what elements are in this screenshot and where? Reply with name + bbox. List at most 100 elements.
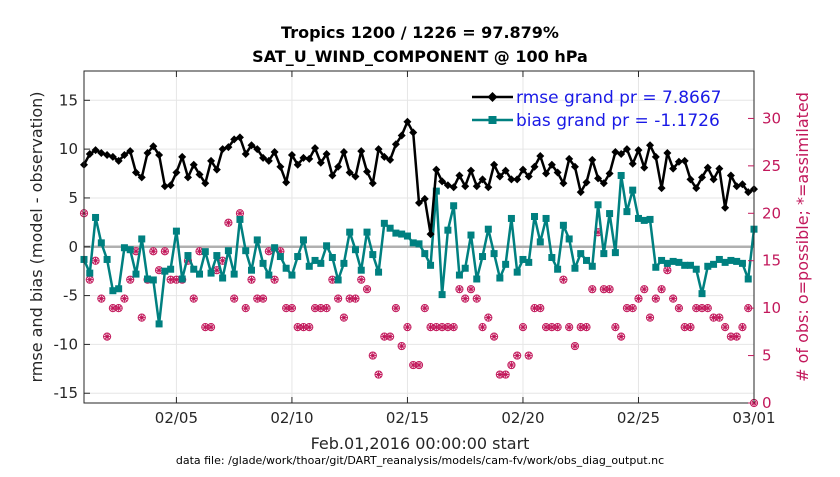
obs-possible-marker	[420, 304, 429, 313]
obs-possible-marker	[126, 275, 135, 284]
rmse-point	[235, 133, 244, 142]
bias-point	[207, 269, 215, 277]
rmse-point	[686, 175, 695, 184]
obs-assimilated-marker	[664, 267, 671, 274]
bias-point	[219, 274, 227, 282]
bias-point	[629, 186, 637, 194]
bias-point	[97, 239, 105, 247]
obs-assimilated-marker	[485, 314, 492, 321]
obs-possible-marker	[732, 332, 741, 341]
obs-possible-marker	[617, 332, 626, 341]
y-tick-label: 15	[59, 91, 78, 109]
obs-possible-marker	[206, 323, 216, 332]
obs-assimilated-marker	[398, 342, 405, 350]
obs-possible-marker	[651, 294, 660, 303]
obs-assimilated-marker	[98, 295, 105, 302]
bias-point	[409, 239, 417, 247]
obs-possible-marker	[738, 323, 747, 332]
obs-assimilated-marker	[404, 323, 411, 331]
bias-series	[80, 171, 758, 328]
obs-assimilated-marker	[508, 361, 515, 369]
rmse-point	[391, 140, 400, 149]
y-right-tick-label: 5	[762, 347, 772, 365]
obs-assimilated-marker	[675, 304, 683, 312]
chart-title: Tropics 1200 / 1226 = 97.879%	[281, 23, 559, 42]
bias-point	[103, 255, 111, 263]
rmse-point	[415, 198, 423, 207]
obs-possible-marker	[258, 294, 268, 303]
bias-point	[120, 244, 128, 252]
obs-possible-marker	[634, 294, 643, 303]
obs-assimilated-marker	[282, 304, 290, 312]
rmse-point	[207, 156, 216, 165]
bias-point	[138, 235, 146, 243]
rmse-point	[397, 131, 406, 140]
bias-point	[178, 275, 186, 283]
rmse-point	[293, 160, 302, 169]
obs-assimilated-marker	[196, 248, 203, 255]
bias-point	[323, 242, 331, 250]
obs-assimilated-marker	[623, 304, 631, 312]
obs-possible-marker	[386, 332, 395, 341]
plot-area	[84, 71, 754, 403]
obs-assimilated-marker	[421, 304, 428, 312]
obs-assimilated-marker	[369, 352, 376, 359]
bias-point	[236, 215, 244, 223]
obs-possible-marker	[339, 313, 349, 322]
obs-possible-marker	[565, 323, 574, 332]
obs-possible-marker	[686, 323, 695, 332]
obs-assimilated-marker	[86, 276, 93, 283]
rmse-point	[582, 178, 591, 187]
obs-assimilated-marker	[311, 304, 319, 312]
rmse-point	[386, 155, 395, 164]
obs-assimilated-marker	[219, 257, 226, 264]
bias-point	[577, 250, 585, 258]
bias-point	[334, 276, 342, 284]
obs-assimilated-marker	[473, 295, 480, 302]
bias-point	[484, 225, 492, 233]
rmse-point	[316, 158, 325, 167]
obs-assimilated-marker	[167, 276, 174, 283]
rmse-point	[403, 117, 412, 126]
bias-point	[242, 247, 250, 255]
obs-assimilated-marker	[554, 323, 561, 331]
obs-assimilated-marker	[519, 323, 527, 331]
bias-point	[583, 256, 590, 264]
obs-assimilated-marker	[155, 267, 163, 274]
obs-assimilated-marker	[115, 304, 122, 312]
rmse-point	[305, 154, 314, 163]
obs-assimilated-marker	[352, 295, 359, 302]
obs-possible-marker	[322, 304, 331, 313]
obs-assimilated-marker	[230, 295, 238, 302]
obs-possible-marker	[657, 285, 666, 294]
bias-point	[109, 287, 117, 295]
obs-possible-marker	[605, 285, 614, 294]
rmse-point	[155, 150, 164, 159]
bias-point	[715, 255, 723, 263]
bias-point	[167, 265, 175, 273]
rmse-point	[640, 163, 649, 172]
obs-assimilated-marker	[300, 323, 307, 331]
obs-assimilated-marker	[479, 323, 486, 331]
obs-possible-marker	[513, 351, 522, 360]
obs-assimilated-marker	[693, 304, 700, 312]
bias-point	[640, 216, 648, 224]
obs-assimilated-marker	[381, 333, 388, 340]
obs-assimilated-marker	[433, 323, 440, 331]
rmse-series	[80, 117, 758, 239]
bias-point	[675, 258, 683, 266]
y-tick-label: 5	[68, 189, 78, 207]
rmse-point	[466, 166, 475, 175]
obs-assimilated-marker	[606, 285, 613, 293]
x-tick-label: 02/15	[386, 409, 429, 427]
bias-point	[294, 253, 302, 261]
obs-possible-marker	[455, 285, 464, 294]
obs-assimilated-marker	[629, 304, 636, 312]
bias-point	[698, 290, 706, 298]
bias-point	[663, 259, 671, 267]
rmse-point	[149, 142, 158, 151]
rmse-point	[721, 203, 730, 212]
bias-point	[432, 187, 440, 195]
obs-possible-marker	[137, 313, 146, 322]
